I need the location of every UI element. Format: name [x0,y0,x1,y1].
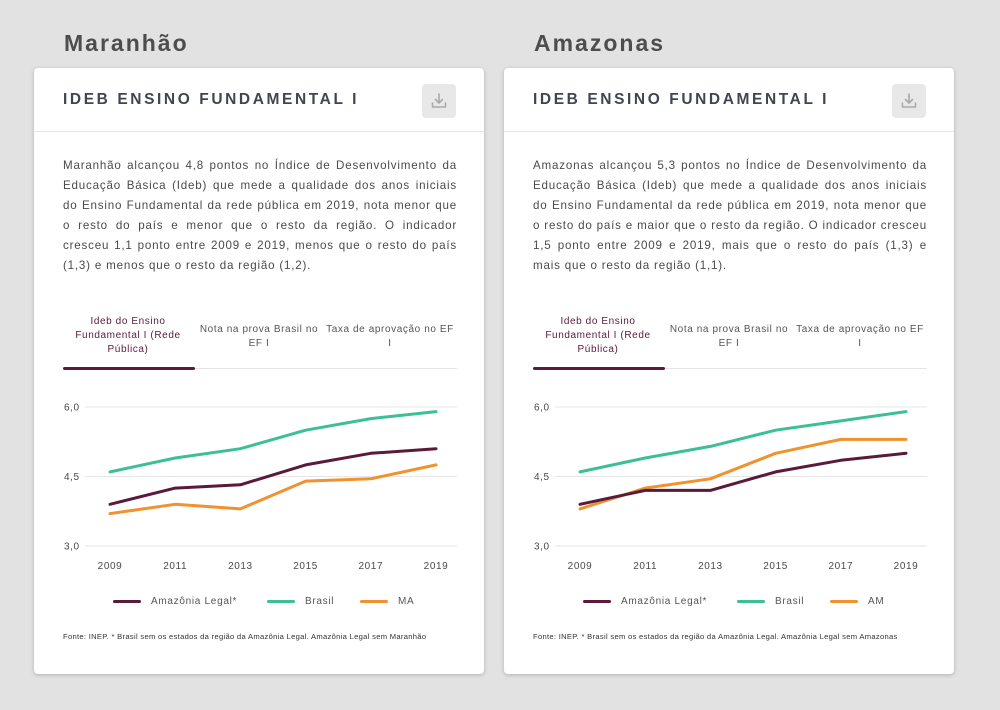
x-tick-label: 2009 [98,561,123,572]
series-line [578,451,908,506]
x-tick-label: 2015 [763,561,788,572]
card: IDEB ENSINO FUNDAMENTAL I Maranhão alcan… [34,68,484,674]
x-tick-label: 2019 [424,561,449,572]
legend-swatch [113,600,141,603]
legend-item: Brasil [267,596,334,607]
download-icon [901,93,917,108]
card-title: IDEB ENSINO FUNDAMENTAL I [63,91,360,108]
x-tick-label: 2013 [698,561,723,572]
x-tick-label: 2019 [894,561,919,572]
tab-nota-prova-brasil[interactable]: Nota na prova Brasil no EF I [199,324,319,349]
x-tick-label: 2009 [568,561,593,572]
series-line [578,410,908,474]
legend-label: MA [398,596,415,607]
active-tab-indicator [533,367,665,370]
y-tick-label: 6,0 [64,403,80,414]
x-tick-label: 2011 [163,561,187,572]
y-tick-label: 4,5 [534,472,550,483]
line-chart: 6,0 4,5 3,0 2009 2011 2013 2015 2017 2019 [534,403,927,572]
legend-item: Brasil [737,596,804,607]
state-title: Maranhão [64,30,189,56]
card-header: IDEB ENSINO FUNDAMENTAL I [504,68,954,132]
legend-swatch [830,600,858,603]
legend-item: AM [830,596,884,607]
legend-label: Amazônia Legal* [151,596,238,607]
legend-label: AM [868,596,885,607]
legend-label: Brasil [305,596,335,607]
source-note: Fonte: INEP. * Brasil sem os estados da … [63,632,427,641]
tab-ideb[interactable]: Ideb do Ensino Fundamental I (Rede Públi… [75,316,181,355]
series-line [108,410,438,474]
legend-swatch [360,600,388,603]
download-icon [431,93,447,108]
legend-swatch [267,600,295,603]
legend-item: Amazônia Legal* [583,596,707,607]
y-tick-label: 4,5 [64,472,80,483]
legend-item: Amazônia Legal* [113,596,237,607]
tab-ideb[interactable]: Ideb do Ensino Fundamental I (Rede Públi… [545,316,651,355]
legend-label: Amazônia Legal* [621,596,708,607]
state-title: Amazonas [534,30,666,56]
tab-divider [533,368,927,369]
chart-legend: Amazônia Legal* Brasil MA [34,596,484,612]
x-tick-label: 2017 [828,561,853,572]
source-note: Fonte: INEP. * Brasil sem os estados da … [533,632,898,641]
series-line [108,463,438,516]
y-tick-label: 3,0 [64,542,80,553]
y-tick-label: 6,0 [534,403,550,414]
active-tab-indicator [63,367,195,370]
card-title: IDEB ENSINO FUNDAMENTAL I [533,91,830,108]
x-tick-label: 2011 [633,561,657,572]
y-tick-label: 3,0 [534,542,550,553]
x-tick-label: 2017 [358,561,383,572]
legend-item: MA [360,596,414,607]
tab-taxa-aprovacao[interactable]: Taxa de aprovação no EF I [796,324,924,349]
card: IDEB ENSINO FUNDAMENTAL I Amazonas alcan… [504,68,954,674]
description: Maranhão alcançou 4,8 pontos no Índice d… [63,159,457,273]
x-tick-label: 2013 [228,561,253,572]
chart-legend: Amazônia Legal* Brasil AM [504,596,954,612]
legend-swatch [737,600,765,603]
legend-label: Brasil [775,596,805,607]
download-button[interactable] [892,84,926,118]
x-tick-label: 2015 [293,561,318,572]
card-header: IDEB ENSINO FUNDAMENTAL I [34,68,484,132]
tab-nota-prova-brasil[interactable]: Nota na prova Brasil no EF I [669,324,789,349]
series-line [578,437,908,511]
series-line [108,447,438,506]
tab-taxa-aprovacao[interactable]: Taxa de aprovação no EF I [326,324,454,349]
legend-swatch [583,600,611,603]
tab-bar: Ideb do Ensino Fundamental I (Rede Públi… [63,312,457,372]
tab-divider [63,368,457,369]
description: Amazonas alcançou 5,3 pontos no Índice d… [533,159,927,273]
download-button[interactable] [422,84,456,118]
tab-bar: Ideb do Ensino Fundamental I (Rede Públi… [533,312,927,372]
line-chart: 6,0 4,5 3,0 2009 2011 2013 2015 2017 2019 [64,403,457,572]
